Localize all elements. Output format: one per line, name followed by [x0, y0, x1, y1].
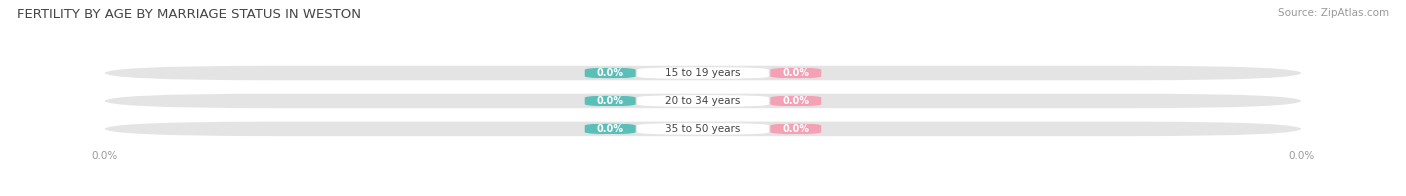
FancyBboxPatch shape: [104, 94, 1302, 108]
FancyBboxPatch shape: [104, 66, 1302, 80]
Text: FERTILITY BY AGE BY MARRIAGE STATUS IN WESTON: FERTILITY BY AGE BY MARRIAGE STATUS IN W…: [17, 8, 361, 21]
Text: 35 to 50 years: 35 to 50 years: [665, 124, 741, 134]
FancyBboxPatch shape: [637, 95, 769, 107]
FancyBboxPatch shape: [582, 67, 638, 79]
FancyBboxPatch shape: [582, 95, 638, 107]
FancyBboxPatch shape: [582, 123, 638, 135]
Text: 0.0%: 0.0%: [782, 124, 810, 134]
FancyBboxPatch shape: [768, 123, 824, 135]
Text: 0.0%: 0.0%: [596, 96, 624, 106]
Text: 0.0%: 0.0%: [596, 68, 624, 78]
FancyBboxPatch shape: [637, 123, 769, 135]
FancyBboxPatch shape: [637, 67, 769, 79]
Text: 20 to 34 years: 20 to 34 years: [665, 96, 741, 106]
Text: 0.0%: 0.0%: [596, 124, 624, 134]
FancyBboxPatch shape: [768, 67, 824, 79]
Text: Source: ZipAtlas.com: Source: ZipAtlas.com: [1278, 8, 1389, 18]
Text: 0.0%: 0.0%: [782, 96, 810, 106]
FancyBboxPatch shape: [104, 122, 1302, 136]
Text: 15 to 19 years: 15 to 19 years: [665, 68, 741, 78]
Text: 0.0%: 0.0%: [782, 68, 810, 78]
FancyBboxPatch shape: [768, 95, 824, 107]
